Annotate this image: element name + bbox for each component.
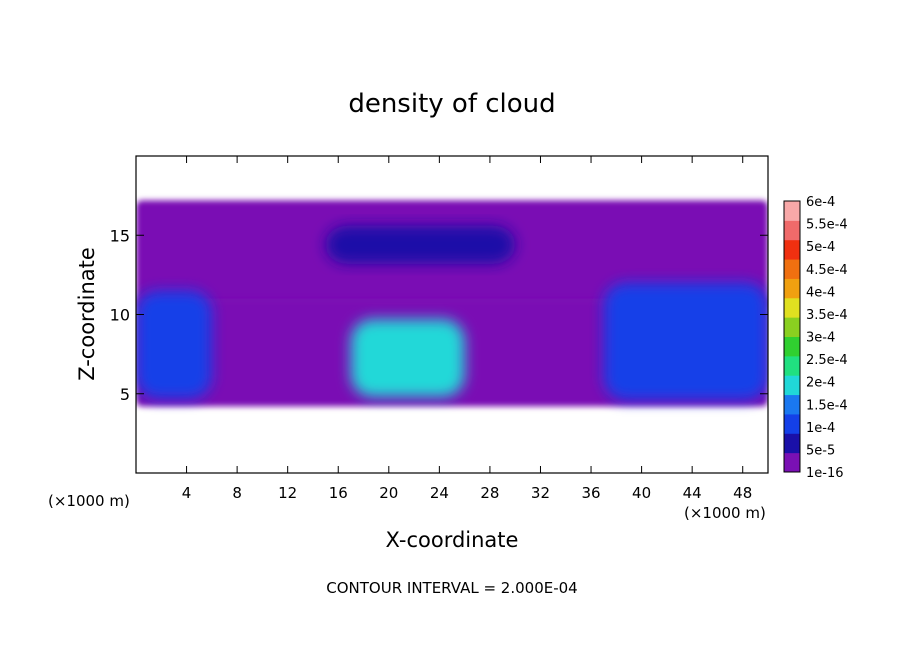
x-tick-label: 24 <box>430 484 449 502</box>
colorbar-label: 4.5e-4 <box>806 263 848 278</box>
field-core-center <box>350 319 465 397</box>
colorbar-label: 2e-4 <box>806 376 835 391</box>
colorbar-swatch <box>784 201 800 221</box>
colorbar: 1e-16 5e-5 1e-4 1.5e-4 2e-4 2.5e-4 3e-4 3.5e-4 4… <box>783 195 848 481</box>
colorbar-frame <box>783 200 801 473</box>
field-upper-band <box>325 225 516 264</box>
x-tick-label: 32 <box>531 484 550 502</box>
x-unit-right: (×1000 m) <box>684 504 766 522</box>
colorbar-swatch <box>784 336 800 357</box>
x-tick-label: 36 <box>581 484 600 502</box>
colorbar-swatch <box>784 355 800 376</box>
x-tick-label: 48 <box>733 484 752 502</box>
x-tick-label: 12 <box>278 484 297 502</box>
colorbar-label: 5e-5 <box>806 443 835 458</box>
x-tick-label: 40 <box>632 484 651 502</box>
colorbar-swatch <box>784 259 800 279</box>
contour-interval-note: CONTOUR INTERVAL = 2.000E-04 <box>326 579 577 597</box>
x-tick-label: 8 <box>232 484 242 502</box>
colorbar-swatch <box>784 317 800 337</box>
colorbar-label: 5e-4 <box>806 240 835 255</box>
colorbar-swatch <box>784 394 800 415</box>
colorbar-label: 1e-16 <box>806 466 844 481</box>
plot-area <box>136 156 768 473</box>
colorbar-label: 6e-4 <box>806 195 835 210</box>
colorbar-swatch <box>784 413 800 434</box>
colorbar-swatch <box>784 278 800 299</box>
colorbar-swatch <box>784 433 800 454</box>
colorbar-label: 3.5e-4 <box>806 308 848 323</box>
y-tick-label: 10 <box>110 306 130 325</box>
colorbar-swatch <box>784 375 800 396</box>
x-tick-label: 28 <box>480 484 499 502</box>
x-tick-label: 4 <box>182 484 192 502</box>
colorbar-label: 2.5e-4 <box>806 353 848 368</box>
colorbar-label: 5.5e-4 <box>806 218 848 233</box>
colorbar-label: 3e-4 <box>806 331 835 346</box>
colorbar-swatch <box>784 452 800 473</box>
chart-title: density of cloud <box>348 89 555 119</box>
y-tick-label: 15 <box>110 226 130 245</box>
field-core-left <box>136 290 212 399</box>
x-tick-label: 44 <box>683 484 702 502</box>
x-tick-label: 16 <box>329 484 348 502</box>
x-axis-label: X-coordinate <box>386 528 519 552</box>
colorbar-swatch <box>784 220 800 241</box>
y-axis: 5 10 15 <box>110 226 768 404</box>
x-tick-label: 20 <box>379 484 398 502</box>
colorbar-label: 1e-4 <box>806 421 835 436</box>
y-tick-label: 5 <box>120 385 130 404</box>
colorbar-label: 4e-4 <box>806 285 835 300</box>
field-core-right <box>603 282 768 401</box>
colorbar-label: 1.5e-4 <box>806 398 848 413</box>
colorbar-swatch <box>784 297 800 318</box>
y-axis-label: Z-coordinate <box>75 247 99 381</box>
colorbar-swatch <box>784 239 800 260</box>
x-unit-left: (×1000 m) <box>48 492 130 510</box>
x-axis: 4 8 12 16 20 24 28 32 36 40 44 48 <box>182 156 752 502</box>
